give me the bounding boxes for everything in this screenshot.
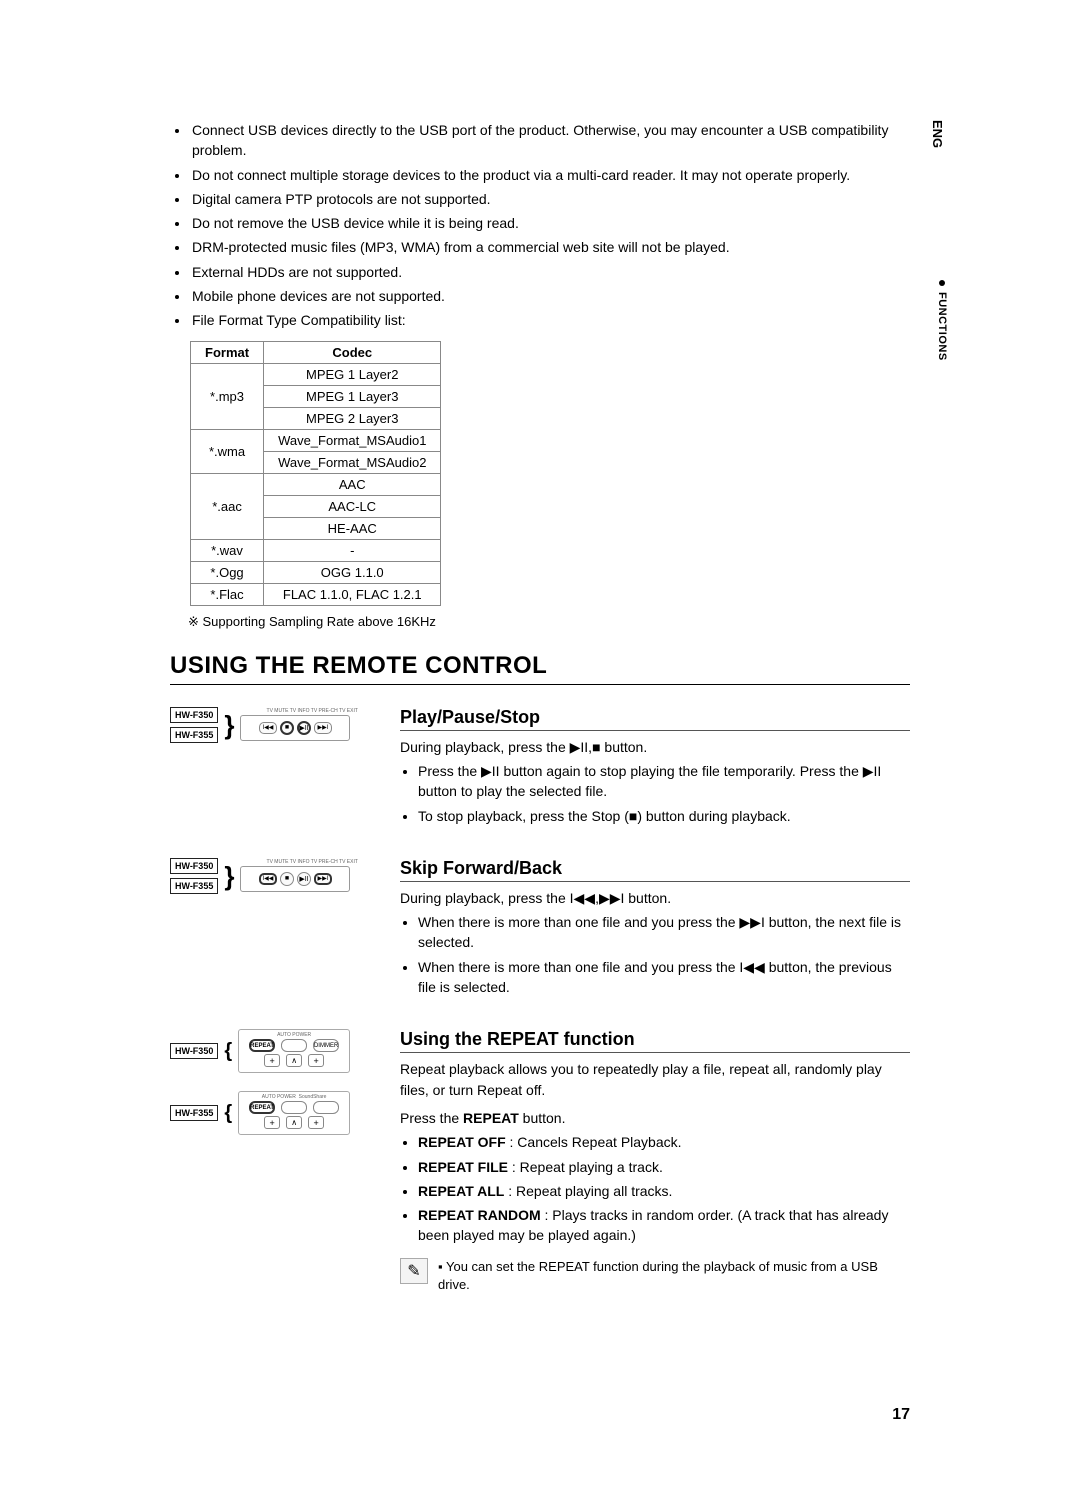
model-label: HW-F350 xyxy=(170,707,218,723)
table-cell-codec: - xyxy=(264,539,441,561)
usb-note-item: Mobile phone devices are not supported. xyxy=(190,286,910,306)
table-cell-codec: HE-AAC xyxy=(264,517,441,539)
blank-button-icon xyxy=(281,1039,307,1052)
blank-button-icon xyxy=(313,1101,339,1114)
note-pencil-icon: ✎ xyxy=(400,1258,428,1284)
blank-button-icon xyxy=(281,1101,307,1114)
side-bullet-icon xyxy=(939,280,945,286)
model-label: HW-F350 xyxy=(170,1043,218,1059)
play-pause-bullets: Press the ▶II button again to stop playi… xyxy=(418,761,910,826)
list-item: To stop playback, press the Stop (■) but… xyxy=(418,806,910,826)
brace-icon: } xyxy=(224,716,234,734)
usb-note-item: File Format Type Compatibility list: xyxy=(190,310,910,330)
table-cell-codec: MPEG 1 Layer3 xyxy=(264,385,441,407)
skip-back-icon: I◀◀ xyxy=(259,873,277,885)
remote-control-heading: USING THE REMOTE CONTROL xyxy=(170,652,910,685)
stop-icon: ■ xyxy=(280,872,294,886)
repeat-mode-item: REPEAT FILE : Repeat playing a track. xyxy=(418,1157,910,1177)
table-cell-format: *.Ogg xyxy=(191,561,264,583)
repeat-mode-item: REPEAT OFF : Cancels Repeat Playback. xyxy=(418,1132,910,1152)
repeat-press-line: Press the REPEAT button. xyxy=(400,1108,910,1128)
plus-icon: + xyxy=(264,1054,280,1067)
remote-repeat-diagram: AUTO POWER SoundShare REPEAT + ∧ + xyxy=(238,1091,350,1135)
chevron-up-icon: ∧ xyxy=(286,1116,302,1129)
play-pause-icon: ▶II xyxy=(297,721,311,735)
format-compatibility-table: FormatCodec*.mp3MPEG 1 Layer2MPEG 1 Laye… xyxy=(190,341,441,606)
remote-play-diagram: I◀◀ ■ ▶II ▶▶I xyxy=(240,715,350,741)
play-pause-intro: During playback, press the ▶II,■ button. xyxy=(400,737,910,757)
table-cell-format: *.wma xyxy=(191,429,264,473)
model-label: HW-F350 xyxy=(170,858,218,874)
note-callout-text: ▪ You can set the REPEAT function during… xyxy=(438,1258,910,1294)
model-label: HW-F355 xyxy=(170,727,218,743)
skip-intro: During playback, press the I◀◀,▶▶I butto… xyxy=(400,888,910,908)
repeat-button-icon: REPEAT xyxy=(249,1101,275,1114)
skip-bullets: When there is more than one file and you… xyxy=(418,912,910,997)
page-number: 17 xyxy=(892,1406,910,1424)
table-cell-format: *.wav xyxy=(191,539,264,561)
skip-fwd-icon: ▶▶I xyxy=(314,873,332,885)
table-cell-codec: OGG 1.1.0 xyxy=(264,561,441,583)
remote-top-labels: TV MUTE TV INFO TV PRE-CH TV EXIT xyxy=(240,709,384,714)
table-header: Format xyxy=(191,341,264,363)
plus-icon: + xyxy=(264,1116,280,1129)
skip-fwd-icon: ▶▶I xyxy=(314,722,332,734)
side-label-eng: ENG xyxy=(930,120,945,148)
brace-icon: { xyxy=(224,1044,232,1058)
list-item: When there is more than one file and you… xyxy=(418,957,910,998)
table-cell-codec: Wave_Format_MSAudio2 xyxy=(264,451,441,473)
usb-note-item: Digital camera PTP protocols are not sup… xyxy=(190,189,910,209)
list-item: When there is more than one file and you… xyxy=(418,912,910,953)
table-cell-format: *.aac xyxy=(191,473,264,539)
skip-back-icon: I◀◀ xyxy=(259,722,277,734)
table-cell-codec: AAC xyxy=(264,473,441,495)
format-table-note: ※ Supporting Sampling Rate above 16KHz xyxy=(188,614,910,630)
table-cell-codec: AAC-LC xyxy=(264,495,441,517)
play-pause-icon: ▶II xyxy=(297,872,311,886)
table-cell-codec: Wave_Format_MSAudio1 xyxy=(264,429,441,451)
brace-icon: { xyxy=(224,1106,232,1120)
table-header: Codec xyxy=(264,341,441,363)
plus-icon: + xyxy=(308,1054,324,1067)
usb-notes-list: Connect USB devices directly to the USB … xyxy=(176,120,910,331)
model-label: HW-F355 xyxy=(170,878,218,894)
dimmer-button-icon: DIMMER xyxy=(313,1039,339,1052)
remote-skip-diagram: I◀◀ ■ ▶II ▶▶I xyxy=(240,866,350,892)
usb-note-item: Connect USB devices directly to the USB … xyxy=(190,120,910,161)
model-label: HW-F355 xyxy=(170,1105,218,1121)
side-label-functions: FUNCTIONS xyxy=(936,292,948,361)
stop-icon: ■ xyxy=(280,721,294,735)
usb-note-item: Do not remove the USB device while it is… xyxy=(190,213,910,233)
remote-repeat-diagram: AUTO POWER REPEAT DIMMER + ∧ + xyxy=(238,1029,350,1073)
usb-note-item: External HDDs are not supported. xyxy=(190,262,910,282)
remote-top-labels: TV MUTE TV INFO TV PRE-CH TV EXIT xyxy=(240,860,384,865)
plus-icon: + xyxy=(308,1116,324,1129)
repeat-button-icon: REPEAT xyxy=(249,1039,275,1052)
repeat-mode-item: REPEAT RANDOM : Plays tracks in random o… xyxy=(418,1205,910,1246)
table-cell-format: *.Flac xyxy=(191,583,264,605)
table-cell-codec: FLAC 1.1.0, FLAC 1.2.1 xyxy=(264,583,441,605)
usb-note-item: DRM-protected music files (MP3, WMA) fro… xyxy=(190,237,910,257)
brace-icon: } xyxy=(224,867,234,885)
table-cell-codec: MPEG 1 Layer2 xyxy=(264,363,441,385)
table-cell-format: *.mp3 xyxy=(191,363,264,429)
chevron-up-icon: ∧ xyxy=(286,1054,302,1067)
list-item: Press the ▶II button again to stop playi… xyxy=(418,761,910,802)
play-pause-heading: Play/Pause/Stop xyxy=(400,707,910,731)
usb-note-item: Do not connect multiple storage devices … xyxy=(190,165,910,185)
repeat-mode-item: REPEAT ALL : Repeat playing all tracks. xyxy=(418,1181,910,1201)
repeat-intro: Repeat playback allows you to repeatedly… xyxy=(400,1059,910,1100)
table-cell-codec: MPEG 2 Layer3 xyxy=(264,407,441,429)
repeat-heading: Using the REPEAT function xyxy=(400,1029,910,1053)
repeat-bullets: REPEAT OFF : Cancels Repeat Playback. REP… xyxy=(418,1132,910,1245)
skip-heading: Skip Forward/Back xyxy=(400,858,910,882)
